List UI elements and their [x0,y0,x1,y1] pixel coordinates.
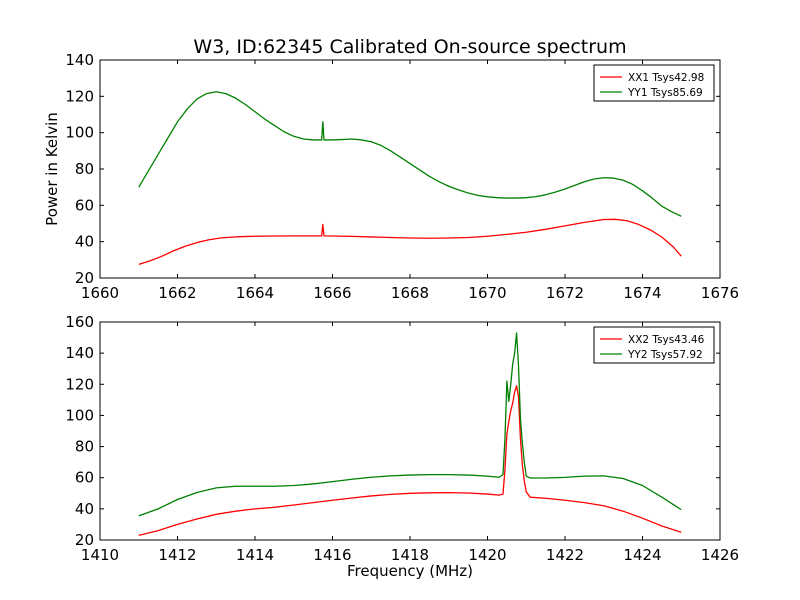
bottom-y-tick-label: 120 [65,375,94,393]
bottom-panel: 1410 1412 1414 1416 1418 1420 1422 1424 1426 20 40… [65,313,739,580]
top-legend-label-1: XX1 Tsys42.98 [628,72,704,84]
top-panel: 1660 1662 1664 1666 1668 1670 1672 1674 1676 20 40… [43,51,739,302]
bottom-y-tick-label: 20 [75,531,94,549]
bottom-x-axis-title: Frequency (MHz) [347,562,473,580]
bottom-x-tick-label: 1426 [701,546,739,564]
top-y-tick-label: 140 [65,51,94,69]
top-x-tick-label: 1674 [623,284,661,302]
bottom-series-line-2 [138,332,682,517]
top-series-line-2 [138,91,682,217]
top-y-tick-label: 100 [65,124,94,142]
top-legend: XX1 Tsys42.98 YY1 Tsys85.69 [593,64,715,102]
top-y-axis-title: Power in Kelvin [43,112,61,226]
bottom-series-line-1 [138,385,682,536]
bottom-x-tick-label: 1420 [468,546,506,564]
bottom-y-tick-label: 60 [75,469,94,487]
top-x-tick-label: 1660 [81,284,119,302]
top-x-tick-label: 1662 [158,284,196,302]
bottom-x-tick-label: 1412 [158,546,196,564]
top-y-tick-label: 120 [65,87,94,105]
top-y-tick-label: 40 [75,233,94,251]
bottom-x-tick-label: 1414 [236,546,274,564]
top-legend-box [593,64,715,102]
top-legend-label-2: YY1 Tsys85.69 [627,87,703,99]
top-x-tick-label: 1676 [701,284,739,302]
top-y-tick-label: 80 [75,160,94,178]
top-x-tick-label: 1668 [391,284,429,302]
bottom-y-tick-label: 40 [75,500,94,518]
bottom-legend-label-2: YY2 Tsys57.92 [627,349,703,361]
top-x-tick-label: 1672 [546,284,584,302]
bottom-x-tick-label: 1410 [81,546,119,564]
bottom-x-tick-label: 1424 [623,546,661,564]
bottom-x-tick-label: 1422 [546,546,584,564]
top-x-tick-label: 1666 [313,284,351,302]
top-y-tick-label: 20 [75,269,94,287]
bottom-y-tick-label: 160 [65,313,94,331]
top-x-tick-label: 1670 [468,284,506,302]
bottom-y-tick-label: 140 [65,344,94,362]
bottom-legend-box [593,326,715,364]
top-series-line-1 [138,218,682,266]
bottom-legend-label-1: XX2 Tsys43.46 [628,334,705,346]
top-x-tick-label: 1664 [236,284,274,302]
bottom-y-tick-label: 80 [75,438,94,456]
chart-title: W3, ID:62345 Calibrated On-source spectr… [193,36,626,58]
top-y-tick-label: 60 [75,196,94,214]
bottom-y-tick-label: 100 [65,406,94,424]
bottom-x-tick-label: 1416 [313,546,351,564]
bottom-x-tick-label: 1418 [391,546,429,564]
bottom-legend: XX2 Tsys43.46 YY2 Tsys57.92 [593,326,715,364]
